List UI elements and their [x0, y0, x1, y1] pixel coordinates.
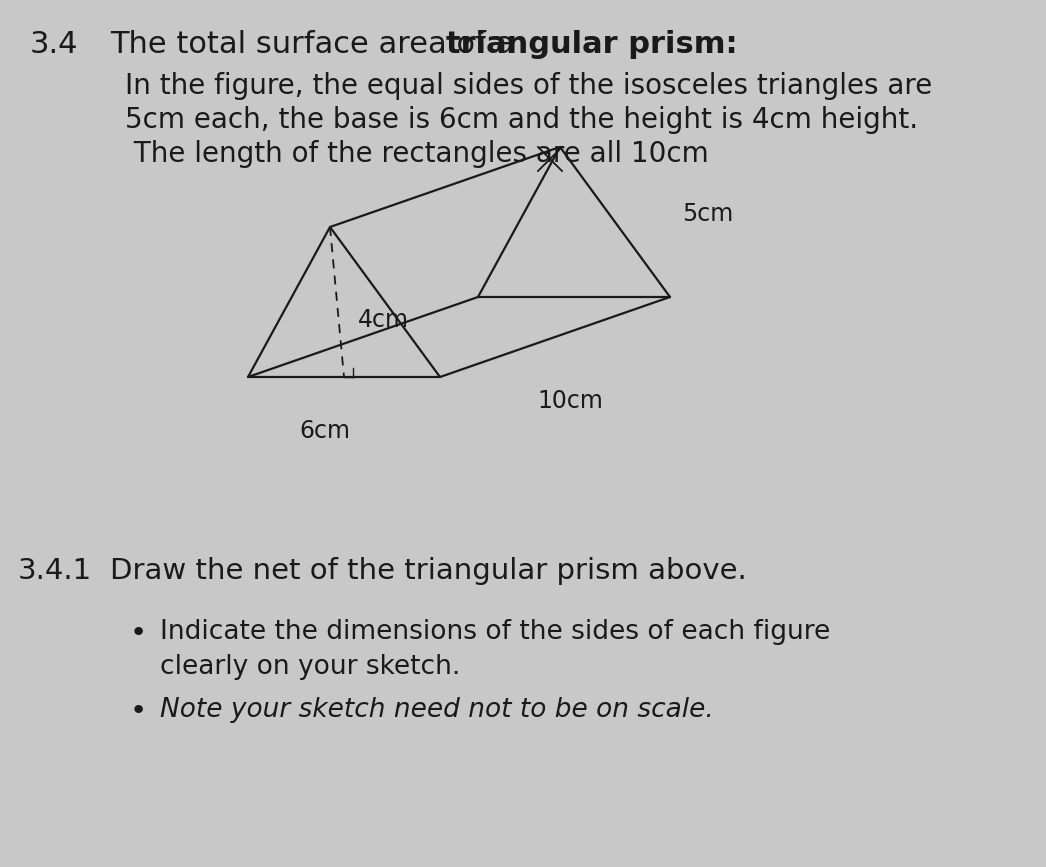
- Text: 4cm: 4cm: [358, 308, 409, 332]
- Text: The length of the rectangles are all 10cm: The length of the rectangles are all 10c…: [126, 140, 709, 168]
- Text: In the figure, the equal sides of the isosceles triangles are: In the figure, the equal sides of the is…: [126, 72, 932, 100]
- Text: Draw the net of the triangular prism above.: Draw the net of the triangular prism abo…: [110, 557, 747, 585]
- Text: 10cm: 10cm: [537, 389, 602, 413]
- Text: The total surface area of a: The total surface area of a: [110, 30, 524, 59]
- Text: triangular prism:: triangular prism:: [446, 30, 737, 59]
- Text: 5cm each, the base is 6cm and the height is 4cm height.: 5cm each, the base is 6cm and the height…: [126, 106, 918, 134]
- Text: 6cm: 6cm: [299, 419, 350, 443]
- Text: clearly on your sketch.: clearly on your sketch.: [160, 654, 460, 680]
- Text: •: •: [130, 697, 147, 725]
- Text: Note your sketch need not to be on scale.: Note your sketch need not to be on scale…: [160, 697, 713, 723]
- Text: •: •: [130, 619, 147, 647]
- Text: 3.4: 3.4: [30, 30, 78, 59]
- Text: 3.4.1: 3.4.1: [18, 557, 92, 585]
- Text: 5cm: 5cm: [682, 202, 733, 226]
- Text: Indicate the dimensions of the sides of each figure: Indicate the dimensions of the sides of …: [160, 619, 831, 645]
